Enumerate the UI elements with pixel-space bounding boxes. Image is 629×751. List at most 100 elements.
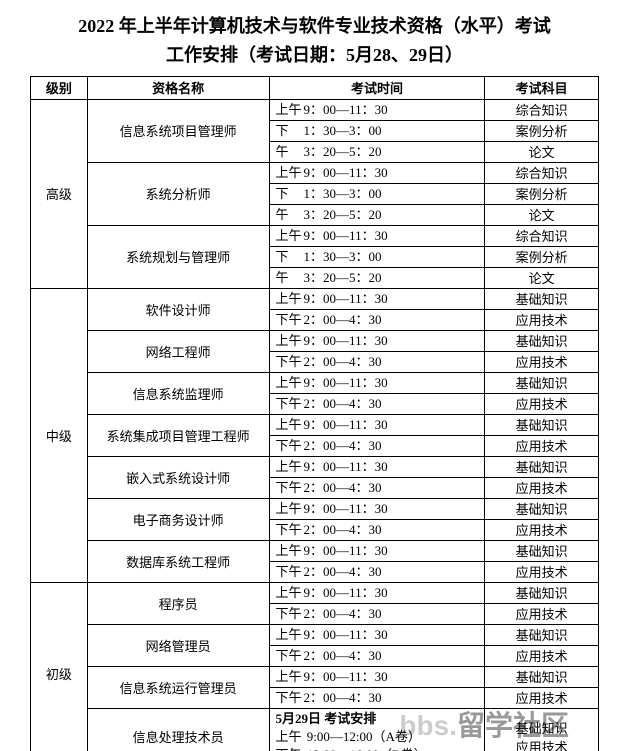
qualification-name: 信息处理技术员	[87, 708, 269, 751]
exam-subject: 基础知识	[485, 372, 599, 393]
header-name: 资格名称	[87, 76, 269, 99]
qualification-name: 网络管理员	[87, 624, 269, 666]
exam-time: 上午9：00—11：30	[269, 372, 485, 393]
exam-time: 上午9：00—11：30	[269, 456, 485, 477]
table-row: 中级软件设计师上午9：00—11：30基础知识	[31, 288, 599, 309]
exam-subject: 基础知识	[485, 498, 599, 519]
exam-time: 上午9：00—11：30	[269, 99, 485, 120]
exam-time: 下午2：00—4：30	[269, 435, 485, 456]
qualification-name: 嵌入式系统设计师	[87, 456, 269, 498]
exam-subject: 基础知识	[485, 582, 599, 603]
exam-subject: 基础知识	[485, 330, 599, 351]
exam-subject: 基础知识	[485, 288, 599, 309]
exam-time: 午3：20—5：20	[269, 204, 485, 225]
exam-subject: 应用技术	[485, 687, 599, 708]
table-row: 数据库系统工程师上午9：00—11：30基础知识	[31, 540, 599, 561]
exam-time: 上午9：00—11：30	[269, 330, 485, 351]
exam-time: 下1：30—3：00	[269, 183, 485, 204]
exam-time: 上午9：00—11：30	[269, 225, 485, 246]
table-row: 信息系统运行管理员上午9：00—11：30基础知识	[31, 666, 599, 687]
exam-time: 上午9：00—11：30	[269, 540, 485, 561]
title-line-2: 工作安排（考试日期：5月28、29日）	[30, 41, 599, 70]
qualification-name: 系统分析师	[87, 162, 269, 225]
exam-subject: 应用技术	[485, 393, 599, 414]
qualification-name: 数据库系统工程师	[87, 540, 269, 582]
exam-time: 下1：30—3：00	[269, 246, 485, 267]
qualification-name: 信息系统项目管理师	[87, 99, 269, 162]
exam-time: 下午2：00—4：30	[269, 603, 485, 624]
exam-time: 上午9：00—11：30	[269, 582, 485, 603]
table-header-row: 级别 资格名称 考试时间 考试科目	[31, 76, 599, 99]
title-line-1: 2022 年上半年计算机技术与软件专业技术资格（水平）考试	[30, 12, 599, 41]
exam-time: 下午2：00—4：30	[269, 561, 485, 582]
qualification-name: 电子商务设计师	[87, 498, 269, 540]
table-row: 系统规划与管理师上午9：00—11：30综合知识	[31, 225, 599, 246]
exam-subject: 案例分析	[485, 183, 599, 204]
exam-subject: 应用技术	[485, 435, 599, 456]
table-row: 高级信息系统项目管理师上午9：00—11：30综合知识	[31, 99, 599, 120]
exam-time: 下1：30—3：00	[269, 120, 485, 141]
exam-subject: 综合知识	[485, 162, 599, 183]
exam-subject: 案例分析	[485, 246, 599, 267]
table-row: 系统分析师上午9：00—11：30综合知识	[31, 162, 599, 183]
exam-subject: 应用技术	[485, 603, 599, 624]
table-row: 信息处理技术员5月29日 考试安排上午 9:00—12:00（A卷）下午 13:…	[31, 708, 599, 751]
exam-time: 5月29日 考试安排上午 9:00—12:00（A卷）下午 13:00—16:0…	[269, 708, 485, 751]
exam-time: 上午9：00—11：30	[269, 288, 485, 309]
document-title: 2022 年上半年计算机技术与软件专业技术资格（水平）考试 工作安排（考试日期：…	[30, 12, 599, 70]
exam-subject: 基础知识	[485, 624, 599, 645]
exam-time: 上午9：00—11：30	[269, 414, 485, 435]
exam-subject: 应用技术	[485, 561, 599, 582]
table-row: 初级程序员上午9：00—11：30基础知识	[31, 582, 599, 603]
exam-time: 上午9：00—11：30	[269, 162, 485, 183]
exam-subject: 案例分析	[485, 120, 599, 141]
exam-subject: 基础知识	[485, 540, 599, 561]
qualification-name: 软件设计师	[87, 288, 269, 330]
exam-subject: 应用技术	[485, 351, 599, 372]
schedule-table: 级别 资格名称 考试时间 考试科目 高级信息系统项目管理师上午9：00—11：3…	[30, 76, 599, 751]
exam-time: 下午2：00—4：30	[269, 645, 485, 666]
level-cell: 高级	[31, 99, 88, 288]
exam-time: 上午9：00—11：30	[269, 498, 485, 519]
exam-subject: 基础知识	[485, 456, 599, 477]
exam-subject: 应用技术	[485, 645, 599, 666]
exam-subject: 基础知识	[485, 666, 599, 687]
exam-time: 下午2：00—4：30	[269, 519, 485, 540]
exam-subject: 论文	[485, 141, 599, 162]
exam-subject: 综合知识	[485, 225, 599, 246]
exam-subject: 基础知识应用技术	[485, 708, 599, 751]
qualification-name: 程序员	[87, 582, 269, 624]
qualification-name: 系统集成项目管理工程师	[87, 414, 269, 456]
exam-time: 下午2：00—4：30	[269, 687, 485, 708]
header-subject: 考试科目	[485, 76, 599, 99]
exam-subject: 应用技术	[485, 477, 599, 498]
table-row: 电子商务设计师上午9：00—11：30基础知识	[31, 498, 599, 519]
exam-subject: 综合知识	[485, 99, 599, 120]
exam-time: 下午2：00—4：30	[269, 309, 485, 330]
exam-time: 下午2：00—4：30	[269, 393, 485, 414]
qualification-name: 信息系统运行管理员	[87, 666, 269, 708]
exam-time: 下午2：00—4：30	[269, 477, 485, 498]
exam-time: 上午9：00—11：30	[269, 624, 485, 645]
exam-subject: 论文	[485, 267, 599, 288]
header-time: 考试时间	[269, 76, 485, 99]
qualification-name: 信息系统监理师	[87, 372, 269, 414]
exam-time: 午3：20—5：20	[269, 267, 485, 288]
exam-subject: 论文	[485, 204, 599, 225]
table-row: 嵌入式系统设计师上午9：00—11：30基础知识	[31, 456, 599, 477]
table-row: 系统集成项目管理工程师上午9：00—11：30基础知识	[31, 414, 599, 435]
table-row: 网络工程师上午9：00—11：30基础知识	[31, 330, 599, 351]
exam-time: 下午2：00—4：30	[269, 351, 485, 372]
qualification-name: 系统规划与管理师	[87, 225, 269, 288]
level-cell: 中级	[31, 288, 88, 582]
table-row: 网络管理员上午9：00—11：30基础知识	[31, 624, 599, 645]
qualification-name: 网络工程师	[87, 330, 269, 372]
level-cell: 初级	[31, 582, 88, 751]
header-level: 级别	[31, 76, 88, 99]
exam-time: 上午9：00—11：30	[269, 666, 485, 687]
exam-subject: 基础知识	[485, 414, 599, 435]
exam-subject: 应用技术	[485, 519, 599, 540]
exam-time: 午3：20—5：20	[269, 141, 485, 162]
table-row: 信息系统监理师上午9：00—11：30基础知识	[31, 372, 599, 393]
exam-subject: 应用技术	[485, 309, 599, 330]
